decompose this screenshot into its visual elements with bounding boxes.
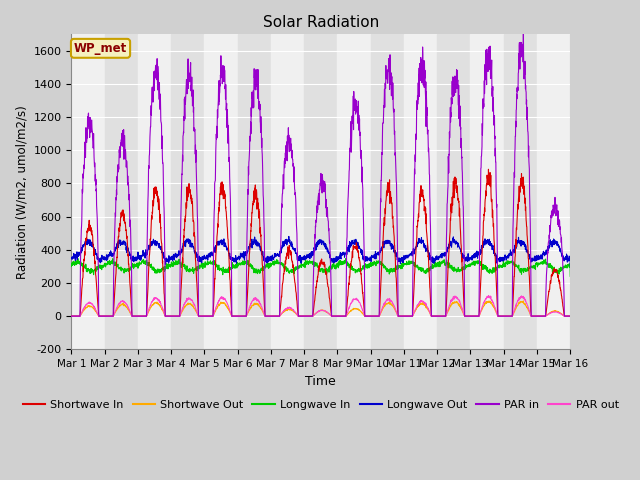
Legend: Shortwave In, Shortwave Out, Longwave In, Longwave Out, PAR in, PAR out: Shortwave In, Shortwave Out, Longwave In…: [18, 396, 623, 415]
Bar: [404, 34, 437, 349]
X-axis label: Time: Time: [305, 374, 336, 387]
Text: WP_met: WP_met: [74, 42, 127, 55]
Bar: [437, 34, 470, 349]
Bar: [371, 34, 404, 349]
Bar: [72, 34, 105, 349]
Bar: [204, 34, 237, 349]
Y-axis label: Radiation (W/m2, umol/m2/s): Radiation (W/m2, umol/m2/s): [15, 105, 28, 278]
Bar: [105, 34, 138, 349]
Bar: [271, 34, 304, 349]
Bar: [537, 34, 570, 349]
Bar: [138, 34, 171, 349]
Bar: [570, 34, 604, 349]
Bar: [304, 34, 337, 349]
Bar: [237, 34, 271, 349]
Bar: [337, 34, 371, 349]
Bar: [504, 34, 537, 349]
Bar: [470, 34, 504, 349]
Title: Solar Radiation: Solar Radiation: [262, 15, 379, 30]
Bar: [171, 34, 204, 349]
